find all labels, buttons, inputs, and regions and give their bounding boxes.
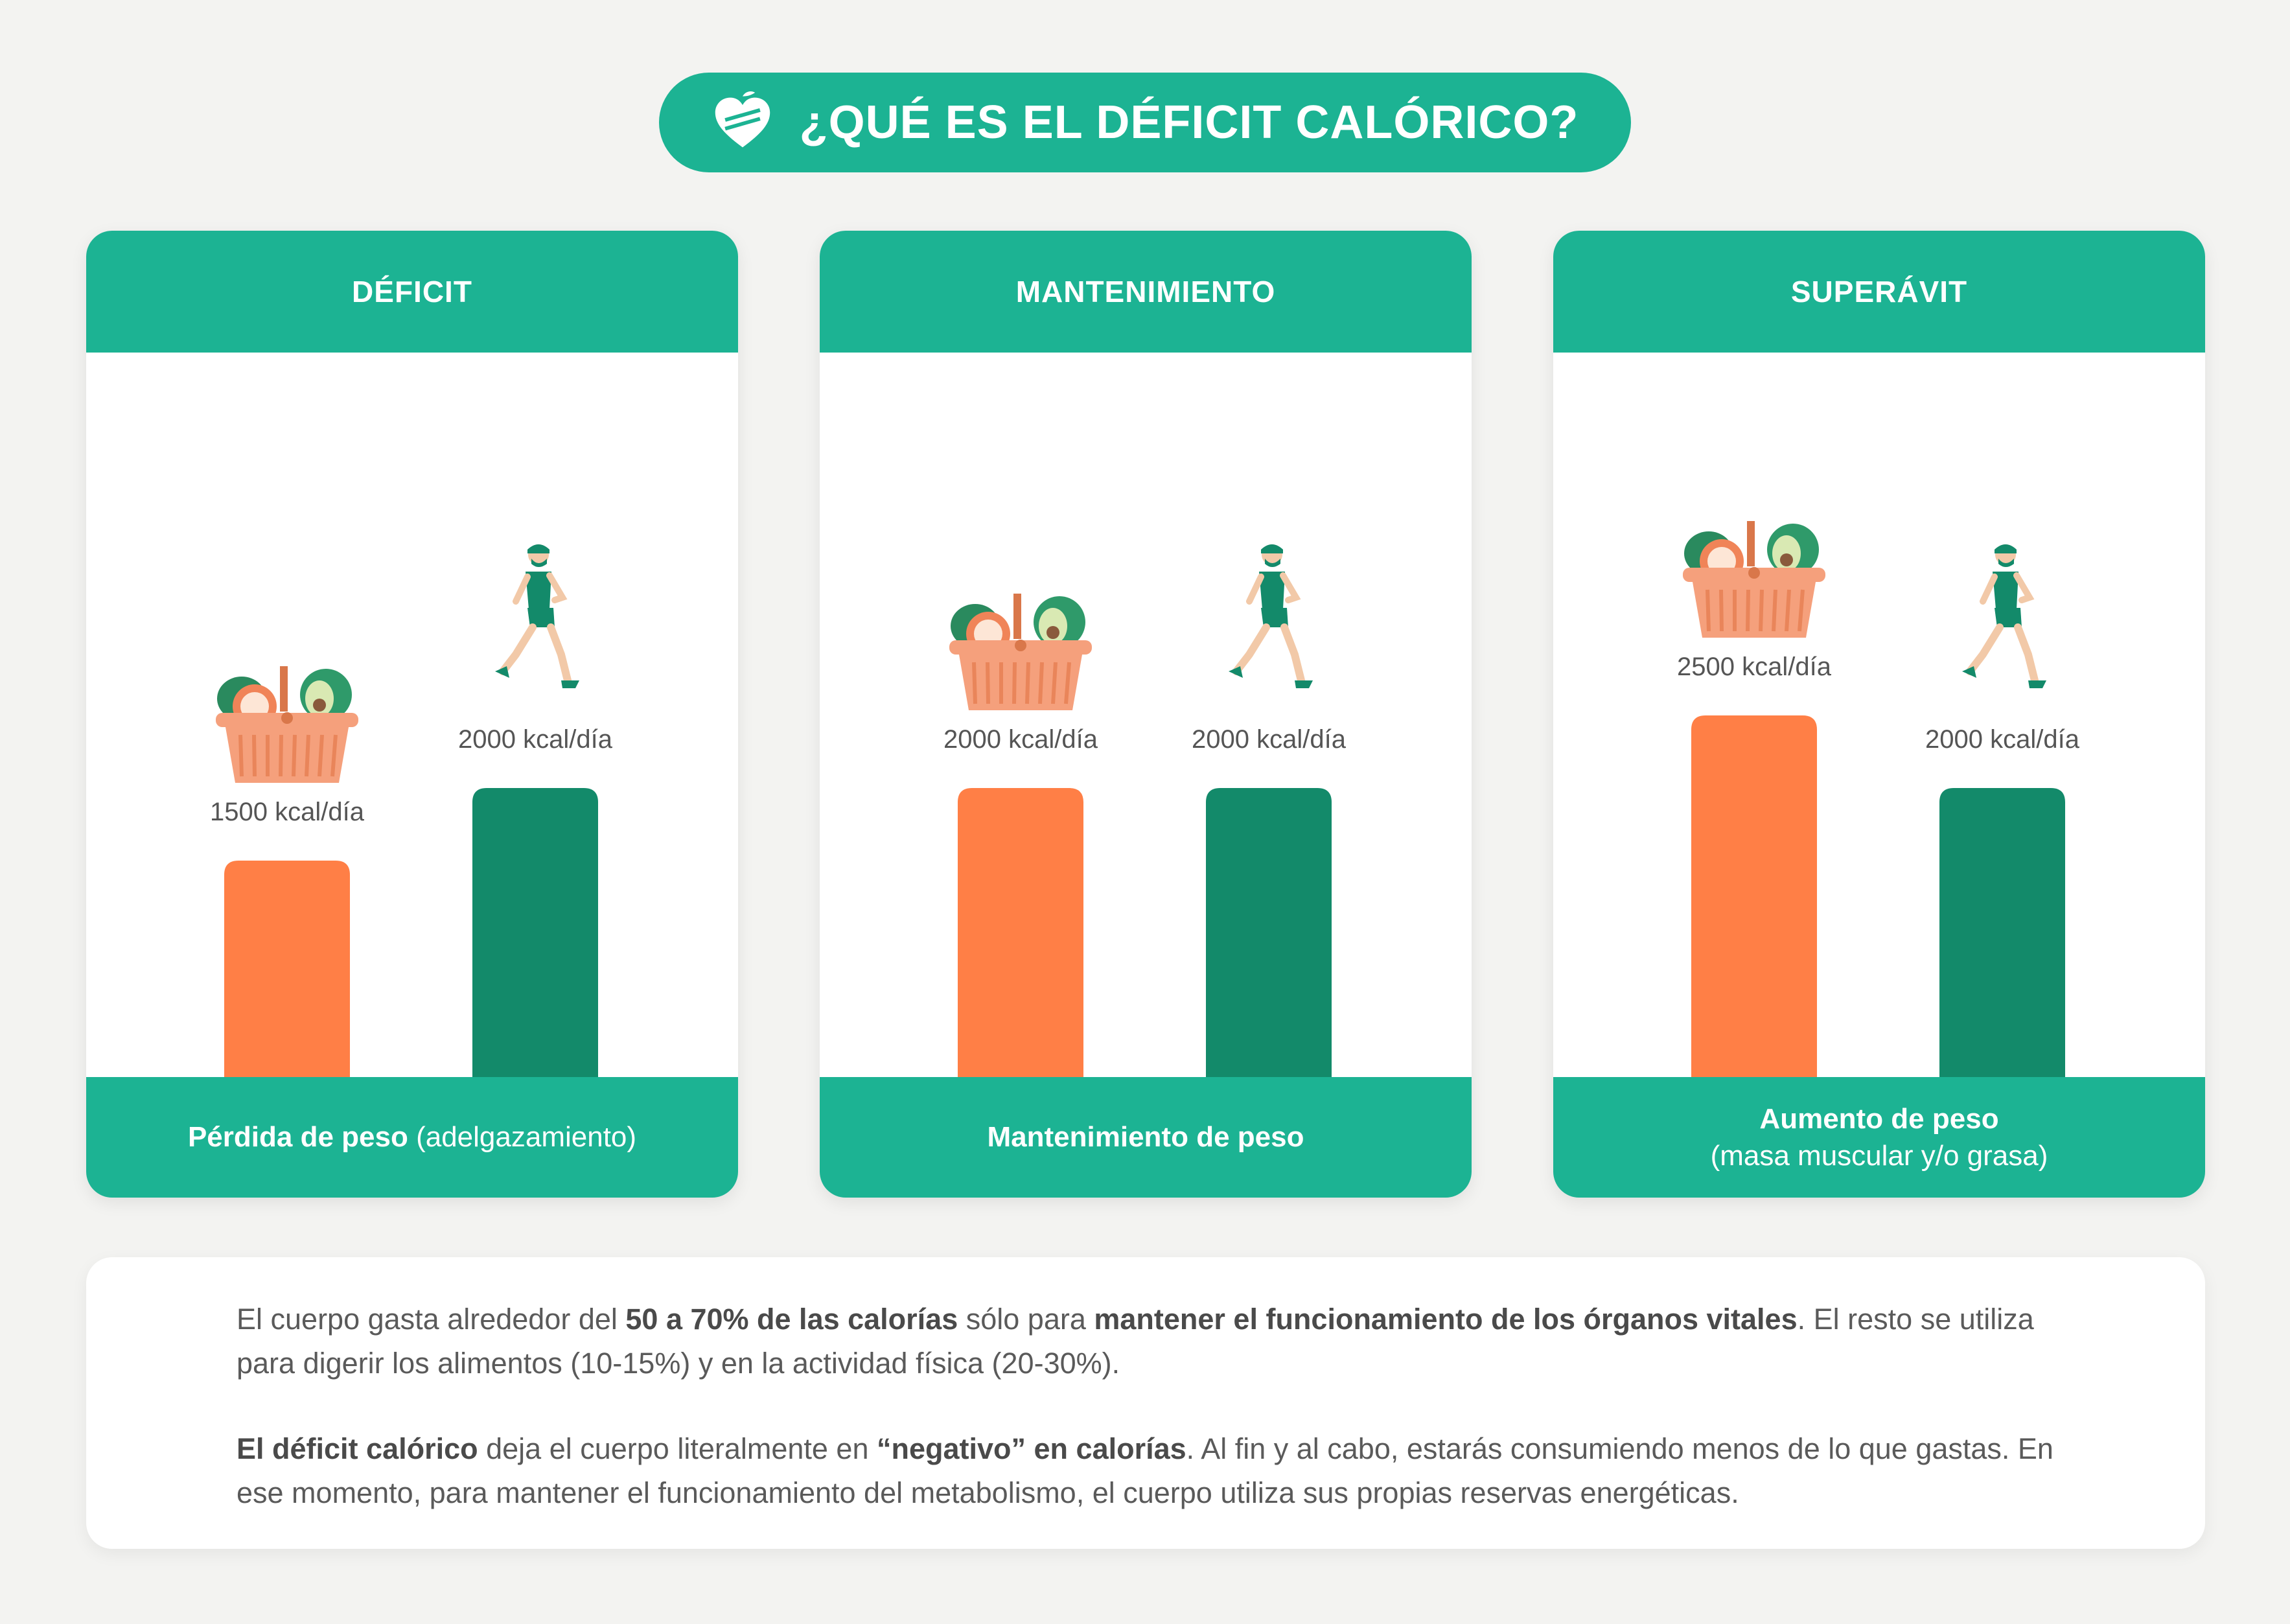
- bar-ingesta: [1691, 715, 1817, 1078]
- food-basket-icon: [216, 666, 358, 783]
- bar-chart-superavit: 2500 kcal/díaINGESTA2000 kcal/díaGASTO: [1605, 521, 2155, 1134]
- food-basket-icon: [1683, 521, 1825, 638]
- text: deja el cuerpo literalmente en: [478, 1432, 877, 1465]
- info-box: El cuerpo gasta alrededor del 50 a 70% d…: [86, 1257, 2205, 1549]
- text-bold: mantener el funcionamiento de los órgano…: [1094, 1303, 1798, 1336]
- runner-icon: [1229, 544, 1313, 688]
- card-mantenimiento: MANTENIMIENTO 2000 kcal/díaINGESTA2000 k…: [820, 231, 1472, 1198]
- bar-chart-mantenimiento: 2000 kcal/díaINGESTA2000 kcal/díaGASTO: [872, 544, 1421, 1134]
- footer-strong: Aumento de peso: [1759, 1102, 1999, 1135]
- data-label: 2000 kcal/día: [1925, 725, 2080, 754]
- data-label: 1500 kcal/día: [210, 798, 365, 826]
- bar-ingesta: [958, 788, 1083, 1078]
- footer-strong: Pérdida de peso: [187, 1121, 408, 1154]
- title-banner: ¿QUÉ ES EL DÉFICIT CALÓRICO?: [659, 73, 1631, 172]
- data-label: 2000 kcal/día: [458, 725, 613, 754]
- card-footer: Pérdida de peso (adelgazamiento): [86, 1077, 738, 1198]
- bar-chart-deficit: 1500 kcal/díaINGESTA2000 kcal/díaGASTO: [138, 544, 688, 1134]
- text-bold: 50 a 70% de las calorías: [625, 1303, 958, 1336]
- text: . El resto se utiliza para digerir los a…: [237, 1303, 2034, 1380]
- page-title: ¿QUÉ ES EL DÉFICIT CALÓRICO?: [799, 97, 1579, 148]
- runner-icon: [1962, 544, 2046, 688]
- food-basket-icon: [949, 594, 1092, 710]
- card-header: DÉFICIT: [86, 231, 738, 353]
- text: . Al fin y al cabo, estarás consumiendo …: [237, 1432, 2053, 1509]
- info-paragraph-2: El déficit calórico deja el cuerpo liter…: [237, 1427, 2090, 1515]
- data-label: 2000 kcal/día: [1192, 725, 1347, 754]
- card-superavit: SUPERÁVIT 2500 kcal/díaINGESTA2000 kcal/…: [1553, 231, 2205, 1198]
- data-label: 2500 kcal/día: [1677, 653, 1832, 681]
- card-deficit: DÉFICIT 1500 kcal/díaINGESTA2000 kcal/dí…: [86, 231, 738, 1198]
- text: sólo para: [958, 1303, 1094, 1336]
- text-bold: “negativo” en calorías: [877, 1432, 1186, 1465]
- bar-gasto: [472, 788, 598, 1078]
- card-footer: Mantenimiento de peso: [820, 1077, 1472, 1198]
- info-paragraph-1: El cuerpo gasta alrededor del 50 a 70% d…: [237, 1297, 2090, 1386]
- data-label: 2000 kcal/día: [943, 725, 1098, 754]
- footer-strong: Mantenimiento de peso: [987, 1121, 1304, 1154]
- bar-gasto: [1939, 788, 2065, 1078]
- card-footer: Aumento de peso (masa muscular y/o grasa…: [1553, 1077, 2205, 1198]
- heart-leaf-logo-icon: [715, 91, 770, 148]
- footer-light: (adelgazamiento): [416, 1121, 637, 1154]
- card-header: MANTENIMIENTO: [820, 231, 1472, 353]
- bar-ingesta: [224, 861, 350, 1078]
- card-header: SUPERÁVIT: [1553, 231, 2205, 353]
- footer-light: (masa muscular y/o grasa): [1710, 1140, 2048, 1172]
- text: El cuerpo gasta alrededor del: [237, 1303, 626, 1336]
- bar-gasto: [1206, 788, 1332, 1078]
- text-bold: El déficit calórico: [237, 1432, 478, 1465]
- runner-icon: [495, 544, 579, 688]
